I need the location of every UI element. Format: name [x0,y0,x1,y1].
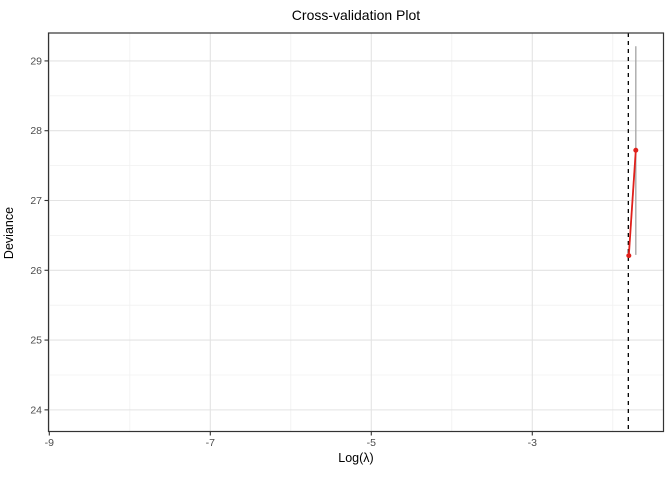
data-point [633,147,639,153]
y-tick-label: 28 [30,125,42,137]
x-tick-label: -5 [367,437,376,449]
panel-background [48,33,664,432]
x-tick-label: -9 [45,437,54,449]
x-tick-label: -3 [528,437,537,449]
panel-border [47,32,665,433]
y-tick-label: 29 [30,55,42,67]
y-tick-label: 25 [30,335,42,347]
x-axis-label: Log(λ) [338,451,374,465]
data-point [626,253,632,259]
plot-title: Cross-validation Plot [291,7,421,23]
y-axis-label: Deviance [2,206,16,260]
series-line [627,150,637,256]
y-tick-label: 24 [30,404,42,416]
y-tick-label: 27 [30,195,42,207]
y-tick-label: 26 [30,265,42,277]
x-tick-label: -7 [206,437,215,449]
